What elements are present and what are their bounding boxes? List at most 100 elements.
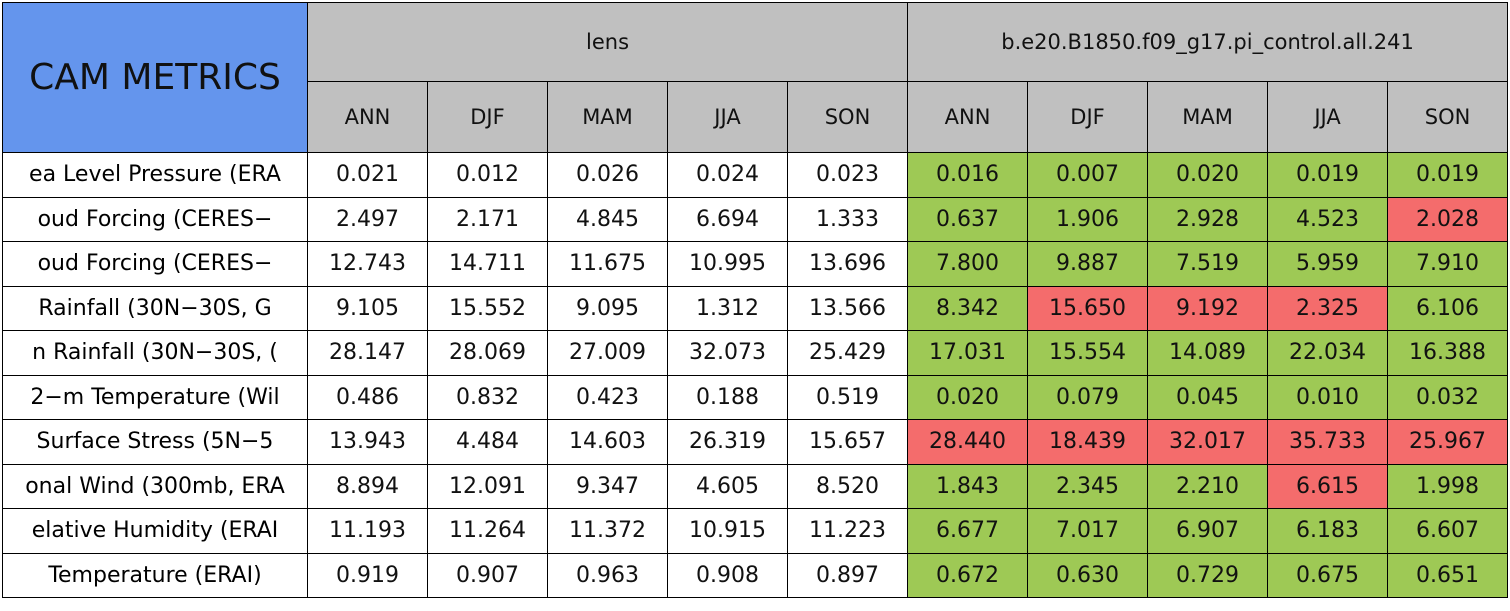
- value-cell: 4.484: [427, 419, 548, 465]
- row-label: ea Level Pressure (ERA: [29, 162, 281, 188]
- value-cell: 4.845: [547, 196, 668, 242]
- value-cell: 2.497: [307, 196, 428, 242]
- title-cell: CAM METRICS: [2, 2, 308, 153]
- value-cell: 13.696: [786, 241, 909, 287]
- value-cell: 11.223: [786, 508, 909, 554]
- value-cell: 2.210: [1147, 463, 1269, 509]
- value-cell: 0.020: [1147, 152, 1269, 198]
- value-cell: 8.520: [786, 463, 909, 509]
- value-cell: 0.630: [1027, 552, 1149, 598]
- value-cell: 0.963: [547, 552, 668, 598]
- value-cell: 0.651: [1387, 552, 1509, 598]
- data-row: onal Wind (300mb, ERA 8.894 12.091 9.347 4.6…: [2, 463, 1509, 509]
- row-label-cell: ea Level Pressure (ERA: [2, 152, 308, 198]
- value-cell: 28.069: [427, 330, 548, 376]
- value-cell: 6.907: [1147, 508, 1269, 554]
- value-cell: 1.906: [1027, 196, 1149, 242]
- row-label-cell: onal Wind (300mb, ERA: [2, 463, 308, 509]
- season-header: MAM: [547, 81, 668, 153]
- value-cell: 0.637: [907, 196, 1029, 242]
- value-cell: 0.019: [1387, 152, 1509, 198]
- value-cell: 2.028: [1387, 196, 1509, 242]
- row-label: n Rainfall (30N−30S, (: [32, 340, 278, 366]
- row-label-cell: Surface Stress (5N−5: [2, 419, 308, 465]
- value-cell: 0.020: [907, 374, 1029, 420]
- value-cell: 9.347: [547, 463, 668, 509]
- value-cell: 25.967: [1387, 419, 1509, 465]
- value-cell: 0.079: [1027, 374, 1149, 420]
- value-cell: 0.024: [667, 152, 788, 198]
- value-cell: 9.105: [307, 285, 428, 331]
- value-cell: 10.915: [667, 508, 788, 554]
- data-row: oud Forcing (CERES− 12.743 14.711 11.675 10.…: [2, 241, 1509, 287]
- value-cell: 14.603: [547, 419, 668, 465]
- season-header-row: ANN DJF MAM JJA SON ANN DJF MAM JJA SON: [3, 81, 1509, 153]
- group-header: b.e20.B1850.f09_g17.pi_control.all.241: [907, 2, 1509, 82]
- data-row: Rainfall (30N−30S, G 9.105 15.552 9.095 1.31…: [2, 285, 1509, 331]
- value-cell: 22.034: [1267, 330, 1389, 376]
- value-cell: 2.325: [1267, 285, 1389, 331]
- value-cell: 1.312: [667, 285, 788, 331]
- row-label-cell: oud Forcing (CERES−: [2, 241, 308, 287]
- value-cell: 6.677: [907, 508, 1029, 554]
- row-label: elative Humidity (ERAI: [31, 518, 279, 544]
- row-label: 2−m Temperature (Wil: [30, 384, 280, 410]
- value-cell: 15.657: [786, 419, 909, 465]
- value-cell: 6.607: [1387, 508, 1509, 554]
- value-cell: 5.959: [1267, 241, 1389, 287]
- value-cell: 7.910: [1387, 241, 1509, 287]
- row-label-cell: 2−m Temperature (Wil: [2, 374, 308, 420]
- value-cell: 28.440: [907, 419, 1029, 465]
- value-cell: 12.091: [427, 463, 548, 509]
- season-header: JJA: [667, 81, 788, 153]
- title: CAM METRICS: [29, 57, 281, 98]
- row-label-cell: Temperature (ERAI): [2, 552, 308, 598]
- row-label: Temperature (ERAI): [48, 562, 262, 588]
- value-cell: 32.017: [1147, 419, 1269, 465]
- row-label-cell: Rainfall (30N−30S, G: [2, 285, 308, 331]
- value-cell: 0.045: [1147, 374, 1269, 420]
- value-cell: 26.319: [667, 419, 788, 465]
- value-cell: 9.095: [547, 285, 668, 331]
- data-row: Surface Stress (5N−5 13.943 4.484 14.603 26.…: [2, 419, 1509, 465]
- value-cell: 0.832: [427, 374, 548, 420]
- value-cell: 16.388: [1387, 330, 1509, 376]
- value-cell: 6.183: [1267, 508, 1389, 554]
- value-cell: 25.429: [786, 330, 909, 376]
- row-label: Rainfall (30N−30S, G: [38, 295, 272, 321]
- value-cell: 15.650: [1027, 285, 1149, 331]
- season-header: SON: [786, 81, 909, 153]
- value-cell: 11.264: [427, 508, 548, 554]
- row-label: oud Forcing (CERES−: [37, 251, 273, 277]
- value-cell: 0.019: [1267, 152, 1389, 198]
- season-header: MAM: [1147, 81, 1269, 153]
- season-header: DJF: [427, 81, 548, 153]
- row-label: oud Forcing (CERES−: [37, 206, 273, 232]
- value-cell: 0.023: [786, 152, 909, 198]
- value-cell: 0.672: [907, 552, 1029, 598]
- value-cell: 11.193: [307, 508, 428, 554]
- value-cell: 0.026: [547, 152, 668, 198]
- value-cell: 2.928: [1147, 196, 1269, 242]
- value-cell: 0.012: [427, 152, 548, 198]
- value-cell: 9.192: [1147, 285, 1269, 331]
- value-cell: 0.919: [307, 552, 428, 598]
- value-cell: 0.007: [1027, 152, 1149, 198]
- value-cell: 9.887: [1027, 241, 1149, 287]
- value-cell: 4.605: [667, 463, 788, 509]
- value-cell: 0.897: [786, 552, 909, 598]
- value-cell: 2.345: [1027, 463, 1149, 509]
- value-cell: 7.017: [1027, 508, 1149, 554]
- value-cell: 11.372: [547, 508, 668, 554]
- value-cell: 6.615: [1267, 463, 1389, 509]
- value-cell: 14.711: [427, 241, 548, 287]
- value-cell: 0.519: [786, 374, 909, 420]
- data-row: 2−m Temperature (Wil 0.486 0.832 0.423 0.188…: [2, 374, 1509, 420]
- data-row: oud Forcing (CERES− 2.497 2.171 4.845 6.694 1…: [2, 196, 1509, 242]
- value-cell: 8.894: [307, 463, 428, 509]
- value-cell: 13.943: [307, 419, 428, 465]
- data-row: n Rainfall (30N−30S, (28.147 28.069 27.009…: [2, 330, 1509, 376]
- value-cell: 0.675: [1267, 552, 1389, 598]
- value-cell: 15.552: [427, 285, 548, 331]
